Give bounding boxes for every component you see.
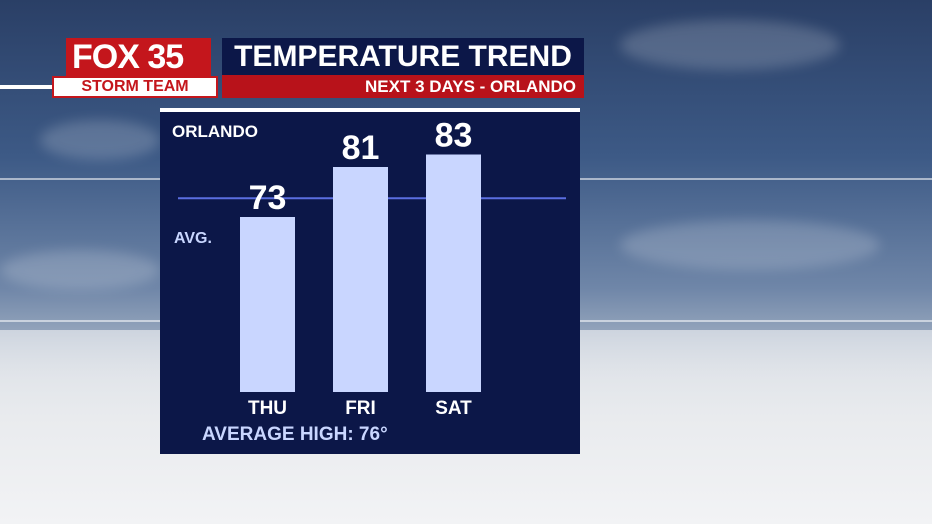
logo-fox-text: FOX 35 — [66, 38, 211, 76]
fox35-logo: FOX 35 STORM TEAM — [52, 38, 218, 98]
value-label-sat: 83 — [435, 117, 473, 155]
cloud-shape — [620, 20, 840, 70]
value-label-fri: 81 — [342, 129, 380, 167]
avg-line-label: AVG. — [174, 230, 212, 247]
chart-subtitle: NEXT 3 DAYS - ORLANDO — [222, 75, 584, 98]
header-accent-line — [0, 85, 52, 89]
category-label-sat: SAT — [435, 398, 472, 419]
value-label-thu: 73 — [249, 179, 287, 217]
bar-sat — [426, 154, 481, 392]
category-label-fri: FRI — [345, 398, 376, 419]
logo-storm-team-text: STORM TEAM — [52, 76, 218, 98]
category-label-thu: THU — [248, 398, 287, 419]
cloud-shape — [40, 120, 160, 160]
bar-chart: 73 THU 81 FRI 83 SAT — [178, 117, 566, 419]
chart-panel: ORLANDO 73 THU 81 FRI 83 SAT AVG. AVERAGE HIG… — [160, 108, 580, 454]
cloud-shape — [620, 220, 880, 270]
city-label: ORLANDO — [172, 122, 258, 141]
bar-thu — [240, 217, 295, 392]
average-high-text: AVERAGE HIGH: 76° — [202, 424, 388, 445]
chart-title: TEMPERATURE TREND — [222, 38, 584, 75]
cloud-shape — [0, 250, 160, 290]
bar-fri — [333, 167, 388, 392]
